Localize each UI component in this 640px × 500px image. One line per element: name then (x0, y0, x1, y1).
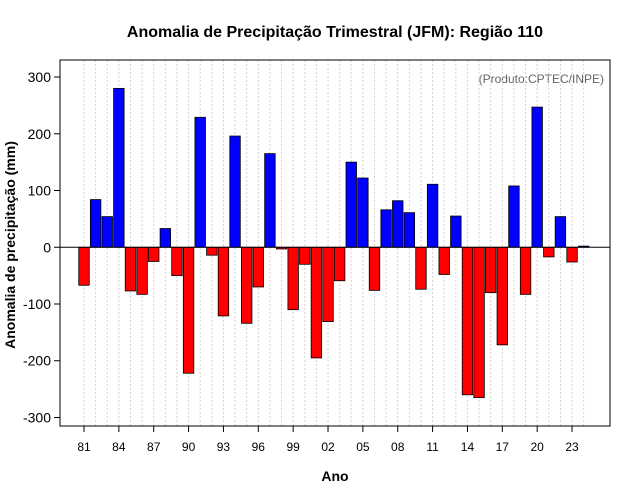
bar-1999 (287, 246, 299, 311)
y-tick-label-0: 0 (43, 239, 51, 255)
axes-layer: -300 -200 -100 0 100 200 300 81 84 87 90 93 96 99 02 05… (23, 59, 611, 454)
bar-2019 (519, 246, 532, 295)
bar-2001 (310, 246, 323, 359)
bar-2015 (473, 246, 485, 399)
x-tick-label-90: 90 (182, 440, 196, 454)
chart-title: Anomalia de Precipitação Trimestral (JFM… (127, 24, 543, 41)
bar-2022 (554, 216, 567, 248)
x-tick-label-11: 11 (426, 440, 439, 454)
bar-1990 (182, 246, 195, 374)
bar-2012 (438, 246, 450, 275)
x-tick-label-81: 81 (77, 440, 91, 454)
x-axis-label: Ano (321, 468, 348, 484)
bar-1981 (78, 246, 90, 286)
bar-2007 (380, 209, 392, 248)
bar-1983 (101, 216, 113, 248)
y-axis-label: Anomalia de precipitação (mm) (2, 141, 18, 349)
y-tick-label--100: -100 (23, 296, 51, 312)
bar-1988 (159, 228, 171, 248)
bar-1997 (264, 153, 276, 248)
credit-text: (Produto:CPTEC/INPE) (479, 72, 604, 86)
y-tick-label-300: 300 (28, 69, 52, 85)
bar-1987 (148, 246, 160, 262)
y-tick-label-100: 100 (28, 183, 52, 199)
bar-1993 (217, 246, 230, 317)
y-tick-label-200: 200 (28, 126, 52, 142)
x-tick-label-17: 17 (496, 440, 510, 454)
x-tick-label-93: 93 (217, 440, 231, 454)
x-tick-label-96: 96 (252, 440, 266, 454)
x-tick-label-08: 08 (391, 440, 405, 454)
plot-frame (59, 59, 611, 427)
x-tick-label-02: 02 (321, 440, 335, 454)
bar-1991 (194, 116, 206, 248)
x-tick-label-99: 99 (286, 440, 300, 454)
x-tick-label-20: 20 (531, 440, 545, 454)
bar-2006 (368, 246, 381, 291)
bar-2003 (333, 246, 346, 282)
bar-2023 (566, 246, 578, 263)
bar-2000 (299, 246, 311, 265)
bar-1995 (241, 246, 253, 324)
bar-2002 (322, 246, 334, 322)
bar-1992 (206, 246, 218, 256)
bar-2021 (543, 246, 555, 258)
bar-1984 (113, 87, 125, 248)
bar-2005 (357, 177, 369, 248)
bar-1996 (252, 246, 264, 288)
bar-2013 (450, 215, 462, 248)
x-tick-label-05: 05 (356, 440, 370, 454)
bar-2010 (415, 246, 427, 290)
grid-layer (83, 60, 585, 426)
bar-1985 (124, 246, 137, 292)
x-tick-label-87: 87 (147, 440, 161, 454)
bar-2004 (345, 161, 357, 248)
y-tick-label--300: -300 (23, 409, 51, 425)
bars-layer (78, 87, 590, 399)
bar-2018 (508, 185, 520, 248)
bar-1982 (89, 199, 102, 248)
bar-2009 (403, 212, 416, 248)
bar-1994 (229, 135, 241, 248)
y-tick-label--200: -200 (23, 353, 51, 369)
x-tick-label-84: 84 (112, 440, 126, 454)
bar-2017 (496, 246, 508, 346)
bar-1989 (171, 246, 183, 277)
x-tick-label-23: 23 (565, 440, 579, 454)
bar-2016 (485, 246, 497, 294)
bar-1986 (136, 246, 148, 295)
bar-2020 (531, 106, 543, 248)
bar-2014 (461, 246, 474, 396)
x-tick-label-14: 14 (461, 440, 475, 454)
bar-2011 (426, 183, 439, 248)
bar-2008 (392, 200, 404, 248)
